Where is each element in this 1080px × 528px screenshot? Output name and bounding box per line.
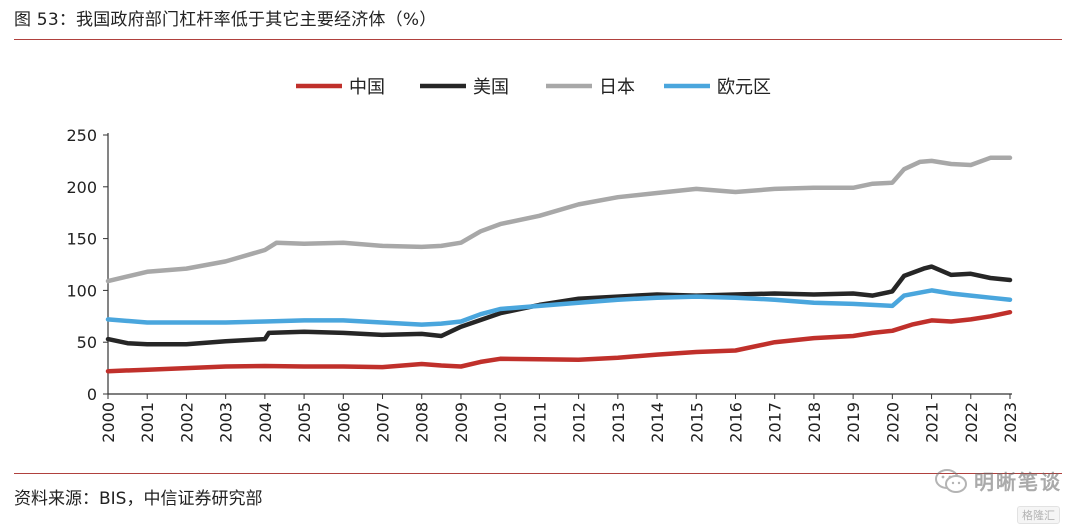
- chart-legend: 中国 美国 日本 欧元区: [296, 77, 771, 98]
- y-axis: 0 50 100 150 200 250: [66, 126, 109, 404]
- x-tick-label: 2017: [766, 402, 785, 443]
- y-tick-label: 50: [77, 333, 97, 352]
- bottom-rule: [14, 473, 1062, 474]
- wechat-icon: [935, 468, 967, 493]
- y-tick-label: 250: [66, 126, 97, 145]
- y-tick-label: 100: [66, 281, 97, 300]
- y-tick-label: 150: [66, 230, 97, 249]
- x-tick-label: 2014: [648, 402, 667, 443]
- x-tick-label: 2003: [217, 402, 236, 443]
- x-tick-label: 2004: [256, 402, 275, 443]
- legend-label-2: 日本: [599, 77, 635, 98]
- x-axis: 2000 2001 2002 2003 2004 2005 2006 2007 2008 2009…: [99, 393, 1020, 443]
- figure-title: 图 53：我国政府部门杠杆率低于其它主要经济体（%）: [14, 10, 437, 30]
- x-tick-label: 2011: [530, 402, 549, 443]
- series-line-0: [105, 309, 1013, 374]
- x-tick-label: 2006: [334, 402, 353, 443]
- top-rule: [14, 39, 1062, 40]
- x-tick-label: 2009: [452, 402, 471, 443]
- series-line-1: [105, 264, 1013, 347]
- x-tick-label: 2005: [295, 402, 314, 443]
- x-tick-label: 2020: [883, 402, 902, 443]
- legend-label-1: 美国: [473, 77, 509, 98]
- x-tick-label: 2015: [687, 402, 706, 443]
- x-tick-label: 2002: [177, 402, 196, 443]
- x-tick-label: 2008: [413, 402, 432, 443]
- x-tick-label: 2022: [962, 402, 981, 443]
- watermark-text: 明晰笔谈: [974, 470, 1062, 494]
- watermark-badge: 格隆汇: [1017, 506, 1060, 524]
- series-lines: [105, 155, 1013, 374]
- x-tick-label: 2012: [570, 402, 589, 443]
- watermark: 明晰笔谈 格隆汇: [934, 466, 1062, 524]
- x-tick-label: 2000: [99, 402, 118, 443]
- series-line-3: [105, 288, 1013, 327]
- x-tick-label: 2013: [609, 402, 628, 443]
- series-line-2: [105, 155, 1013, 284]
- x-tick-label: 2019: [844, 402, 863, 443]
- x-tick-label: 2016: [726, 402, 745, 443]
- x-tick-label: 2018: [805, 402, 824, 443]
- y-tick-label: 0: [87, 385, 97, 404]
- x-tick-label: 2001: [138, 402, 157, 443]
- y-tick-label: 200: [66, 178, 97, 197]
- x-tick-label: 2021: [923, 402, 942, 443]
- x-tick-label: 2023: [1001, 402, 1020, 443]
- x-tick-label: 2007: [374, 402, 393, 443]
- x-tick-label: 2010: [491, 402, 510, 443]
- legend-label-0: 中国: [349, 77, 385, 98]
- source-note: 资料来源：BIS，中信证券研究部: [14, 489, 263, 509]
- legend-label-3: 欧元区: [717, 77, 771, 98]
